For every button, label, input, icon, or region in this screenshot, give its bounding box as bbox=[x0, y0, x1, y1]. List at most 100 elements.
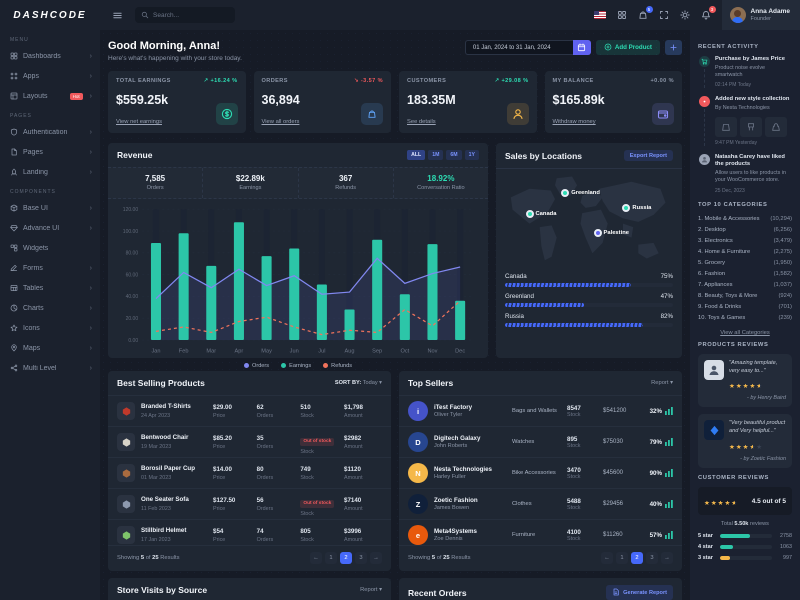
menu-toggle-icon[interactable] bbox=[112, 10, 123, 21]
widget-icon bbox=[10, 244, 18, 252]
legend-orders[interactable]: Orders bbox=[243, 363, 269, 369]
export-report-button[interactable]: Export Report bbox=[623, 150, 673, 161]
legend-refunds[interactable]: Refunds bbox=[323, 363, 352, 369]
rating-bar-value: 997 bbox=[783, 555, 792, 562]
category-row[interactable]: 7. Appliances (1,037) bbox=[698, 280, 792, 291]
category-row[interactable]: 6. Fashion (1,582) bbox=[698, 269, 792, 280]
sidebar-item-multi-level[interactable]: Multi Level › bbox=[0, 358, 100, 378]
seller-category: Bike Accessories bbox=[512, 470, 556, 476]
legend-earnings[interactable]: Earnings bbox=[281, 363, 311, 369]
table-row[interactable]: Z Zoetic Fashion James Bowen Clothes 548… bbox=[399, 488, 682, 519]
activity-item[interactable]: Added new style collection By Nesta Tech… bbox=[698, 96, 792, 146]
sidebar-item-base-ui[interactable]: Base UI › bbox=[0, 198, 100, 218]
rating-bar-row: 4 star 1063 bbox=[698, 544, 792, 550]
revenue-filter-all[interactable]: ALL bbox=[407, 150, 426, 160]
sidebar-item-dashboards[interactable]: Dashboards › bbox=[0, 46, 100, 66]
map-marker-greenland[interactable]: Greenland bbox=[561, 189, 600, 198]
revenue-filter-1m[interactable]: 1M bbox=[428, 150, 444, 160]
category-row[interactable]: 1. Mobile & Accessories (10,294) bbox=[698, 214, 792, 225]
svg-text:Jul: Jul bbox=[318, 348, 325, 354]
date-range-input[interactable]: 01 Jan, 2024 to 31 Jan, 2024 bbox=[464, 40, 573, 55]
notifications-bell-icon[interactable]: 3 bbox=[701, 6, 716, 20]
search-input[interactable] bbox=[153, 11, 223, 19]
sidebar-item-maps[interactable]: Maps › bbox=[0, 338, 100, 358]
layout-plus-button[interactable] bbox=[665, 40, 682, 55]
location-progressbar bbox=[505, 323, 673, 327]
apps-grid-icon[interactable] bbox=[617, 10, 627, 20]
sidebar-item-landing[interactable]: Landing › bbox=[0, 162, 100, 182]
table-row[interactable]: Bentwood Chair 19 Mar 2023 $85.20 Price 3… bbox=[108, 426, 391, 457]
stat-value: 183.35M bbox=[407, 93, 456, 107]
view-all-categories-link[interactable]: View all Categories bbox=[720, 329, 770, 336]
table-row[interactable]: N Nesta Technologies Harley Fuller Bike … bbox=[399, 457, 682, 488]
sidebar-item-forms[interactable]: Forms › bbox=[0, 258, 100, 278]
pagination-page-3[interactable]: 3 bbox=[355, 552, 367, 564]
sidebar-item-widgets[interactable]: Widgets bbox=[0, 238, 100, 258]
chevron-right-icon: › bbox=[89, 92, 92, 100]
report-dropdown[interactable]: Report ▾ bbox=[651, 380, 673, 386]
activity-item[interactable]: Purchase by James Price Product noise ev… bbox=[698, 56, 792, 89]
pagination-page-2[interactable]: 2 bbox=[340, 552, 352, 564]
pagination-next[interactable]: → bbox=[661, 552, 673, 564]
sidebar-item-pages[interactable]: Pages › bbox=[0, 142, 100, 162]
map-marker-palestine[interactable]: Palestine bbox=[593, 228, 629, 237]
sidebar-item-advance-ui[interactable]: Advance UI › bbox=[0, 218, 100, 238]
map-marker-canada[interactable]: Canada bbox=[525, 210, 556, 219]
calendar-button[interactable] bbox=[572, 40, 591, 55]
store-visits-report-dropdown[interactable]: Report ▾ bbox=[360, 587, 382, 593]
language-flag-icon[interactable] bbox=[593, 11, 606, 19]
pagination-next[interactable]: → bbox=[370, 552, 382, 564]
category-row[interactable]: 2. Desktop (6,256) bbox=[698, 225, 792, 236]
table-row[interactable]: Branded T-Shirts 24 Apr 2023 $29.00 Price… bbox=[108, 395, 391, 426]
stat-link[interactable]: View all orders bbox=[261, 119, 300, 125]
sidebar-item-authentication[interactable]: Authentication › bbox=[0, 122, 100, 142]
category-row[interactable]: 10. Toys & Games (239) bbox=[698, 313, 792, 324]
category-count: (701) bbox=[778, 303, 792, 310]
activity-desc: By Nesta Technologies bbox=[715, 105, 770, 112]
category-row[interactable]: 3. Electronics (3,479) bbox=[698, 236, 792, 247]
pagination-page-3[interactable]: 3 bbox=[646, 552, 658, 564]
table-row[interactable]: e Meta4Systems Zoe Dennis Furniture 4100… bbox=[399, 519, 682, 545]
category-row[interactable]: 5. Grocery (1,950) bbox=[698, 258, 792, 269]
cart-icon[interactable]: 5 bbox=[638, 6, 653, 20]
generate-report-button[interactable]: Generate Report bbox=[606, 585, 673, 600]
sidebar-section-label: MENU bbox=[10, 37, 29, 43]
map-marker-russia[interactable]: Russia bbox=[622, 203, 651, 212]
category-row[interactable]: 9. Food & Drinks (701) bbox=[698, 302, 792, 313]
stat-link[interactable]: See details bbox=[407, 119, 436, 125]
table-row[interactable]: Stillbird Helmet 17 Jan 2023 $54 Price 74… bbox=[108, 519, 391, 545]
seller-company: Nesta Technologies bbox=[434, 466, 492, 473]
revenue-filter-1y[interactable]: 1Y bbox=[464, 150, 479, 160]
table-row[interactable]: i iTest Factory Oliver Tyler Bags and Wa… bbox=[399, 395, 682, 426]
stat-link[interactable]: View net earnings bbox=[116, 119, 162, 125]
sidebar-item-charts[interactable]: Charts › bbox=[0, 298, 100, 318]
fullscreen-icon[interactable] bbox=[659, 10, 669, 20]
table-row[interactable]: Borosil Paper Cup 01 Mar 2023 $14.00 Pric… bbox=[108, 457, 391, 488]
stat-link[interactable]: Withdraw money bbox=[552, 119, 596, 125]
revenue-filter-6m[interactable]: 6M bbox=[446, 150, 462, 160]
sidebar-item-icons[interactable]: Icons › bbox=[0, 318, 100, 338]
sidebar-item-apps[interactable]: Apps › bbox=[0, 66, 100, 86]
app-logo[interactable]: DASHCODE bbox=[13, 9, 87, 21]
rating-bar bbox=[720, 534, 772, 539]
location-row-russia: Russia 82% bbox=[505, 313, 673, 327]
theme-toggle-icon[interactable] bbox=[679, 10, 690, 20]
product-review-card[interactable]: "Amazing template, very easy to..." ★★★★… bbox=[698, 353, 792, 408]
activity-item[interactable]: Natasha Carey have liked the products Al… bbox=[698, 153, 792, 194]
sidebar-item-tables[interactable]: Tables › bbox=[0, 278, 100, 298]
category-row[interactable]: 4. Home & Furniture (2,275) bbox=[698, 247, 792, 258]
product-review-card[interactable]: "Very beautiful product and Very helpful… bbox=[698, 414, 792, 469]
table-row[interactable]: One Seater Sofa 11 Feb 2023 $127.50 Price… bbox=[108, 488, 391, 519]
add-product-button[interactable]: Add Product bbox=[595, 40, 660, 55]
pagination-prev[interactable]: ← bbox=[310, 552, 322, 564]
category-row[interactable]: 8. Beauty, Toys & More (924) bbox=[698, 291, 792, 302]
search-box[interactable] bbox=[135, 7, 235, 23]
pagination-page-1[interactable]: 1 bbox=[616, 552, 628, 564]
pagination-page-1[interactable]: 1 bbox=[325, 552, 337, 564]
user-menu[interactable]: Anna Adame Founder bbox=[721, 0, 800, 30]
sidebar-item-layouts[interactable]: Layouts Hot › bbox=[0, 86, 100, 106]
table-row[interactable]: D Digitech Galaxy John Roberts Watches 8… bbox=[399, 426, 682, 457]
pagination-prev[interactable]: ← bbox=[601, 552, 613, 564]
sort-by-dropdown[interactable]: SORT BY: Today ▾ bbox=[334, 380, 382, 386]
pagination-page-2[interactable]: 2 bbox=[631, 552, 643, 564]
